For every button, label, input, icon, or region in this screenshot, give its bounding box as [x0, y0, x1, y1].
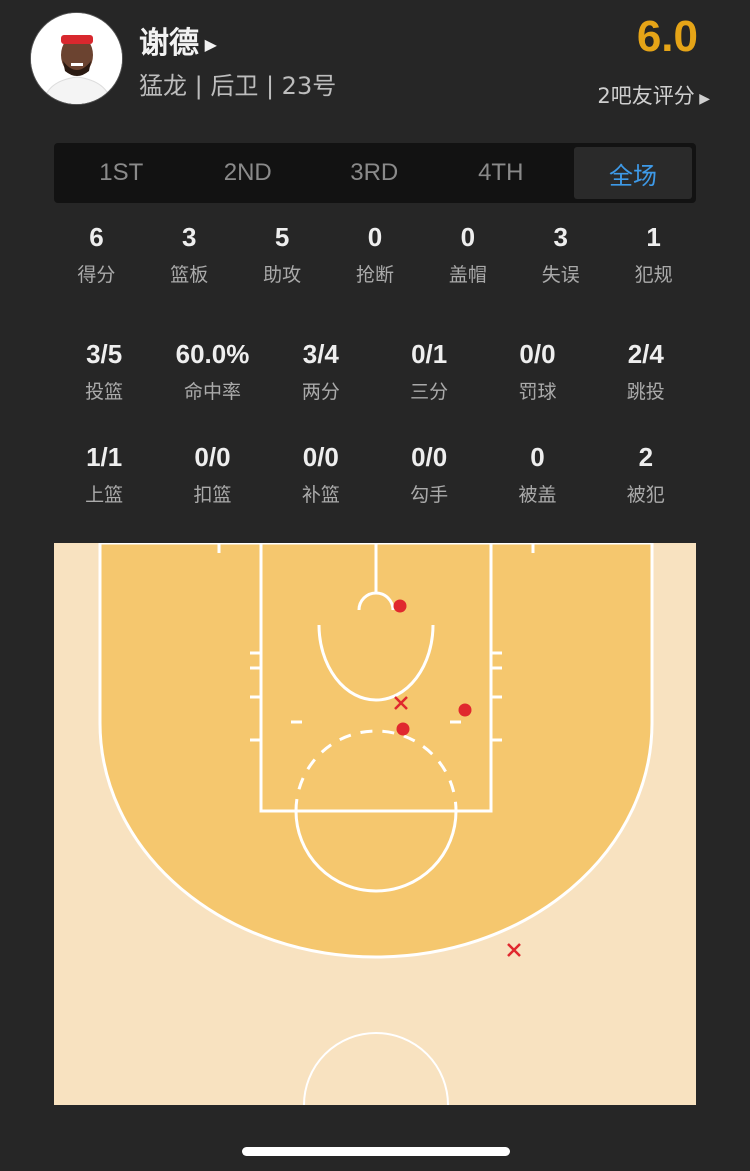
stat-cell: 3 失误 — [514, 222, 607, 287]
stat-label: 跳投 — [626, 381, 665, 403]
stat-cell: 5 助攻 — [236, 222, 329, 287]
shot-type-stats-row: 1/1 上篮 0/0 扣篮 0/0 补篮 0/0 勾手 0 被盖 2 被犯 — [50, 442, 700, 507]
tab-3rd[interactable]: 3RD — [350, 159, 399, 186]
stat-value: 0/0 — [302, 442, 339, 472]
stat-cell: 2 被犯 — [592, 442, 700, 507]
stat-label: 罚球 — [518, 381, 557, 403]
stat-value: 2 — [638, 442, 654, 472]
stat-label: 抢断 — [356, 264, 395, 286]
stat-cell: 6 得分 — [50, 222, 143, 287]
stat-label: 命中率 — [183, 381, 241, 403]
tab-2nd[interactable]: 2ND — [223, 159, 272, 186]
stat-value: 0 — [367, 222, 383, 252]
stat-value: 0/0 — [411, 442, 448, 472]
stat-value: 5 — [274, 222, 290, 252]
player-info: 猛龙 | 后卫 | 23号 — [139, 72, 337, 100]
center-circle — [303, 1032, 449, 1105]
play-arrow-icon: ▶ — [694, 91, 710, 107]
tab-full-game[interactable]: 全场 — [574, 147, 692, 199]
missed-shot — [394, 696, 408, 710]
stat-label: 三分 — [410, 381, 449, 403]
stat-value: 3/4 — [302, 339, 339, 369]
stat-cell: 0 盖帽 — [421, 222, 514, 287]
tab-4th[interactable]: 4TH — [478, 159, 524, 186]
stat-label: 助攻 — [263, 264, 302, 286]
stat-value: 3/5 — [86, 339, 123, 369]
stat-value: 60.0% — [175, 339, 250, 369]
stat-label: 勾手 — [410, 484, 449, 506]
basic-stats-row: 6 得分 3 篮板 5 助攻 0 抢断 0 盖帽 3 失误 1 犯规 — [50, 222, 700, 287]
stat-value: 0 — [530, 442, 545, 472]
stat-label: 得分 — [77, 264, 116, 286]
player-name[interactable]: 谢德 ▶ — [139, 26, 217, 61]
play-arrow-icon: ▶ — [199, 35, 217, 54]
stat-label: 上篮 — [85, 484, 124, 506]
paint — [259, 543, 493, 813]
restricted-arc — [357, 591, 395, 611]
stat-cell: 1/1 上篮 — [50, 442, 158, 507]
stat-value: 0/1 — [411, 339, 448, 369]
stat-label: 扣篮 — [193, 484, 232, 506]
player-avatar[interactable] — [30, 12, 123, 105]
stat-label: 犯规 — [634, 264, 673, 286]
stat-cell: 3 篮板 — [143, 222, 236, 287]
stat-cell: 0/0 扣篮 — [158, 442, 266, 507]
made-shot — [458, 703, 472, 717]
stat-value: 6 — [89, 222, 104, 252]
rating-link[interactable]: 2吧友评分 ▶ — [597, 84, 710, 108]
stat-value: 1/1 — [86, 442, 123, 472]
made-shot — [393, 599, 407, 613]
shooting-stats-row: 3/5 投篮 60.0% 命中率 3/4 两分 0/1 三分 0/0 罚球 2/4 跳投 — [50, 339, 700, 404]
tab-1st[interactable]: 1ST — [99, 159, 144, 186]
stat-label: 失误 — [541, 264, 580, 286]
stat-value: 0 — [460, 222, 476, 252]
stat-label: 盖帽 — [448, 264, 487, 286]
missed-shot — [507, 943, 521, 957]
stat-value: 0/0 — [194, 442, 231, 472]
stat-label: 被犯 — [626, 484, 665, 506]
stat-cell: 3/4 两分 — [267, 339, 375, 404]
stat-cell: 0 抢断 — [329, 222, 422, 287]
stat-value: 1 — [646, 222, 661, 252]
stat-label: 投篮 — [85, 381, 124, 403]
free-throw-circle — [294, 810, 458, 893]
stat-cell: 1 犯规 — [607, 222, 700, 287]
home-indicator[interactable] — [242, 1147, 510, 1156]
stat-cell: 0/0 罚球 — [483, 339, 591, 404]
stat-cell: 0/0 补篮 — [267, 442, 375, 507]
stat-cell: 0/0 勾手 — [375, 442, 483, 507]
stat-label: 补篮 — [301, 484, 340, 506]
three-point-line — [98, 543, 654, 959]
stat-value: 2/4 — [627, 339, 664, 369]
stat-value: 0/0 — [519, 339, 556, 369]
stat-value: 3 — [182, 222, 197, 252]
stat-cell: 0/1 三分 — [375, 339, 483, 404]
stat-cell: 2/4 跳投 — [592, 339, 700, 404]
player-rating: 6.0 — [636, 12, 698, 61]
stat-label: 两分 — [301, 381, 340, 403]
period-tabs: 1ST 2ND 3RD 4TH 全场 — [54, 143, 696, 203]
stat-cell: 3/5 投篮 — [50, 339, 158, 404]
stat-label: 篮板 — [170, 264, 209, 286]
stat-cell: 60.0% 命中率 — [158, 339, 266, 404]
shot-chart — [54, 543, 696, 1105]
stat-value: 3 — [553, 222, 568, 252]
stat-label: 被盖 — [518, 484, 557, 506]
made-shot — [396, 722, 410, 736]
stat-cell: 0 被盖 — [483, 442, 591, 507]
